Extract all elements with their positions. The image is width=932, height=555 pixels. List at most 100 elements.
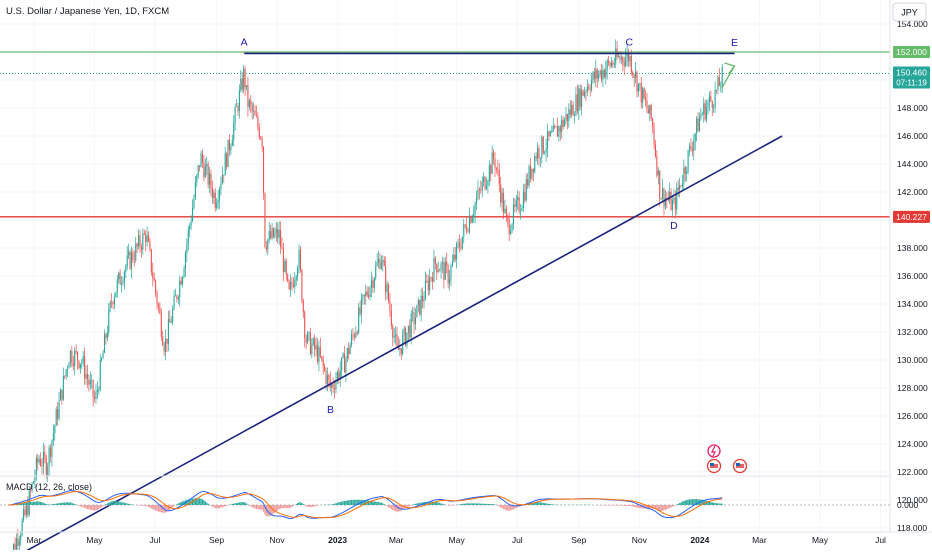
candle-body [351, 334, 352, 345]
candle-body [26, 505, 27, 515]
candle-body [536, 156, 537, 158]
candle-body [459, 243, 460, 248]
candle-body [563, 120, 564, 127]
candle-body [122, 282, 123, 283]
candle-body [205, 166, 206, 177]
candle-body [27, 505, 28, 514]
candle-body [354, 335, 355, 337]
candle-body [287, 274, 288, 280]
candle-body [348, 348, 349, 354]
candle-body [530, 166, 531, 178]
macd-histogram-bar [697, 499, 698, 505]
macd-histogram-bar [413, 504, 414, 505]
macd-histogram-bar [335, 503, 336, 505]
macd-histogram-bar [223, 505, 224, 507]
candle-body [483, 177, 484, 182]
candle-body [683, 167, 684, 183]
candle-body [669, 192, 670, 200]
candle-body [202, 154, 203, 163]
macd-histogram-bar [243, 502, 244, 505]
candle-body [494, 159, 495, 168]
x-tick-label: 2024 [690, 535, 709, 545]
macd-histogram-bar [301, 503, 302, 505]
candle-body [702, 114, 703, 115]
candle-body [458, 243, 459, 244]
macd-histogram-bar [541, 503, 542, 505]
macd-label: MACD (12, 26, close) [6, 482, 92, 492]
macd-histogram-bar [459, 504, 460, 505]
candle-body [493, 152, 494, 159]
candle-body [482, 182, 483, 191]
candle-body [622, 57, 623, 62]
candle-body [513, 204, 514, 224]
macd-histogram-bar [281, 505, 282, 508]
candle-body [158, 304, 159, 307]
candle-body [472, 217, 473, 222]
candle-body [521, 208, 522, 211]
candle-body [609, 62, 610, 66]
candle-body [550, 132, 551, 136]
macd-histogram-bar [713, 503, 714, 505]
candle-body [567, 114, 568, 121]
candle-body [331, 384, 332, 387]
macd-histogram-bar [154, 505, 155, 510]
candle-body [124, 272, 125, 282]
macd-histogram-bar [152, 505, 153, 509]
macd-histogram-bar [466, 503, 467, 505]
candle-body [486, 186, 487, 189]
candle-body [475, 203, 476, 214]
macd-histogram-bar [208, 504, 209, 505]
y-tick-label: 130.000 [897, 355, 928, 365]
candle-body [558, 127, 559, 137]
candle-body [152, 272, 153, 278]
candle-body [445, 262, 446, 280]
candle-body [130, 252, 131, 269]
candle-body [587, 87, 588, 92]
candle-body [23, 509, 24, 520]
macd-histogram-bar [213, 505, 214, 507]
macd-histogram-bar [693, 499, 694, 505]
macd-histogram-bar [659, 505, 660, 511]
candle-body [611, 63, 612, 67]
macd-histogram-bar [500, 505, 501, 507]
candle-body [573, 105, 574, 116]
macd-histogram-bar [246, 503, 247, 505]
macd-histogram-bar [121, 502, 122, 505]
candle-body [703, 103, 704, 113]
candle-body [409, 326, 410, 338]
candle-body [645, 98, 646, 101]
candle-body [148, 235, 149, 241]
currency-label[interactable]: JPY [901, 8, 918, 18]
macd-histogram-bar [300, 502, 301, 505]
candle-body [428, 281, 429, 290]
candle-body [473, 214, 474, 217]
candle-body [646, 101, 647, 109]
macd-histogram-bar [122, 502, 123, 505]
last-price-badge-text: 150.460 [896, 68, 927, 78]
macd-histogram-bar [262, 505, 263, 510]
macd-histogram-bar [307, 505, 308, 507]
macd-histogram-bar [173, 505, 174, 506]
candle-body [256, 115, 257, 116]
candle-body [612, 63, 613, 65]
macd-histogram-bar [689, 499, 690, 505]
macd-histogram-bar [384, 504, 385, 505]
candle-body [242, 79, 243, 90]
candle-body [350, 345, 351, 354]
macd-histogram-bar [287, 505, 288, 508]
macd-histogram-bar [666, 505, 667, 509]
candle-body [367, 292, 368, 296]
candle-body [280, 230, 281, 247]
macd-histogram-bar [181, 502, 182, 505]
candle-body [561, 120, 562, 132]
candle-body [548, 131, 549, 136]
macd-histogram-bar [39, 501, 40, 505]
point-label-B: B [327, 404, 334, 416]
candle-body [655, 144, 656, 156]
candle-body [527, 179, 528, 186]
candle-body [543, 137, 544, 153]
macd-histogram-bar [686, 500, 687, 505]
candle-body [651, 105, 652, 119]
